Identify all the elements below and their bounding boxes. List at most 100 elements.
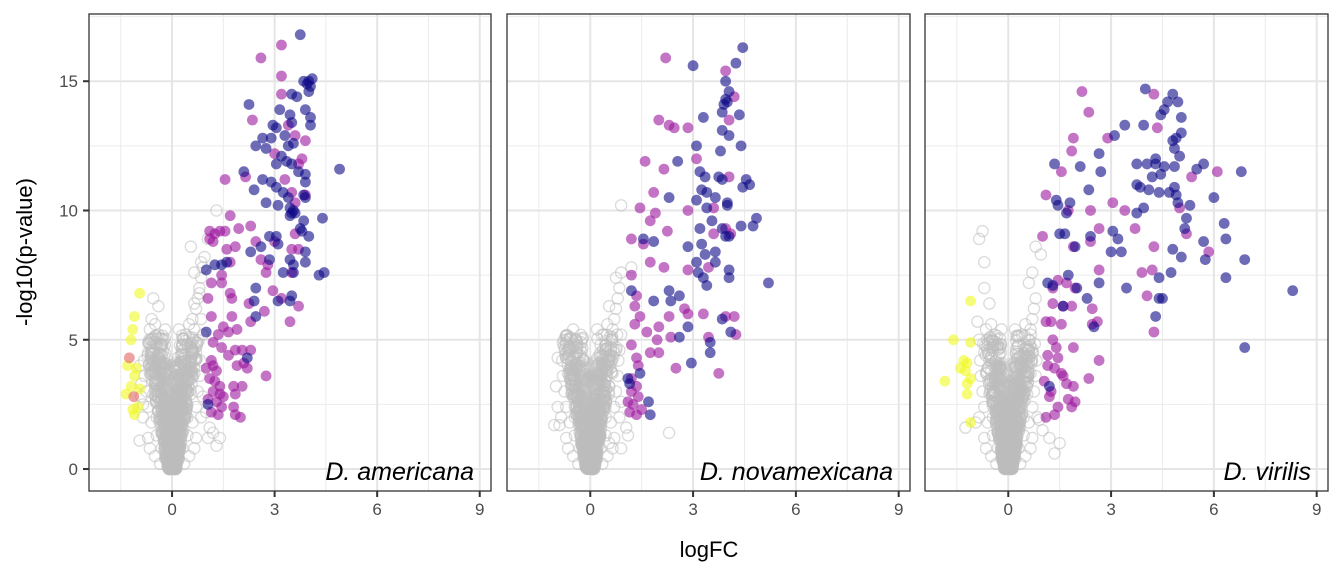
point-navy xyxy=(1198,236,1210,247)
point-magenta xyxy=(1141,290,1153,302)
point-not-significant xyxy=(160,414,171,425)
point-navy xyxy=(272,295,284,307)
point-not-significant xyxy=(999,406,1010,417)
point-not-significant xyxy=(586,462,597,473)
point-magenta xyxy=(644,256,656,268)
point-not-significant xyxy=(589,441,600,452)
point-not-significant xyxy=(582,460,593,471)
point-magenta xyxy=(1043,391,1055,403)
point-magenta xyxy=(205,355,217,366)
point-not-significant xyxy=(160,426,171,437)
point-not-significant xyxy=(1009,416,1020,427)
point-not-significant xyxy=(1005,440,1016,451)
point-not-significant xyxy=(590,382,604,395)
point-not-significant xyxy=(1000,447,1011,458)
point-not-significant xyxy=(1013,369,1024,380)
point-not-significant xyxy=(590,388,601,399)
point-not-significant xyxy=(584,454,595,465)
point-not-significant xyxy=(1010,366,1023,380)
point-not-significant xyxy=(582,448,593,459)
point-not-significant xyxy=(1009,399,1020,410)
point-not-significant xyxy=(163,424,174,435)
point-not-significant xyxy=(599,363,610,374)
point-not-significant xyxy=(1005,410,1016,421)
point-not-significant xyxy=(621,429,635,442)
point-not-significant xyxy=(993,348,1006,361)
point-not-significant xyxy=(164,454,175,465)
point-not-significant xyxy=(1005,417,1016,428)
point-not-significant xyxy=(171,417,182,428)
point-magenta xyxy=(223,349,234,361)
point-magenta xyxy=(622,396,634,408)
point-not-significant xyxy=(997,395,1008,406)
point-not-significant xyxy=(144,347,157,360)
point-not-significant xyxy=(1002,402,1013,413)
point-not-significant xyxy=(570,366,581,377)
point-not-significant xyxy=(586,456,597,467)
point-not-significant xyxy=(976,224,989,238)
point-not-significant xyxy=(582,456,593,467)
point-not-significant xyxy=(174,398,187,412)
point-not-significant xyxy=(1003,395,1014,406)
point-not-significant xyxy=(1010,412,1021,423)
x-tick-label: 9 xyxy=(894,500,903,519)
point-not-significant xyxy=(170,456,181,467)
point-magenta xyxy=(723,114,735,126)
point-not-significant xyxy=(1004,426,1015,437)
point-not-significant xyxy=(175,401,186,412)
point-not-significant xyxy=(582,431,593,442)
point-navy xyxy=(687,60,699,72)
point-not-significant xyxy=(1007,454,1018,465)
point-not-significant xyxy=(588,459,599,470)
point-not-significant xyxy=(584,440,595,451)
point-navy xyxy=(221,256,233,268)
point-not-significant xyxy=(614,442,628,455)
point-not-significant xyxy=(607,342,620,356)
point-not-significant xyxy=(164,395,175,406)
point-magenta xyxy=(697,308,709,320)
point-not-significant xyxy=(1004,420,1015,431)
point-not-significant xyxy=(1014,350,1027,364)
point-magenta xyxy=(296,153,308,165)
point-not-significant xyxy=(576,403,587,414)
point-not-significant xyxy=(1006,452,1017,463)
point-not-significant xyxy=(574,396,585,407)
point-navy xyxy=(1169,161,1180,172)
point-not-significant xyxy=(173,403,184,414)
point-magenta xyxy=(629,318,641,330)
point-not-significant xyxy=(566,387,579,400)
point-not-significant xyxy=(1001,454,1012,465)
point-not-significant xyxy=(579,404,592,418)
point-navy xyxy=(701,280,713,291)
point-not-significant xyxy=(1007,415,1018,426)
point-not-significant xyxy=(165,420,176,431)
point-navy xyxy=(699,249,711,260)
point-not-significant xyxy=(589,439,600,450)
point-not-significant xyxy=(168,408,179,419)
point-not-significant xyxy=(1002,463,1013,474)
point-not-significant xyxy=(588,457,601,471)
point-not-significant xyxy=(173,357,184,368)
point-navy xyxy=(282,192,294,203)
point-not-significant xyxy=(172,398,183,409)
point-yellow xyxy=(939,375,951,387)
point-not-significant xyxy=(579,401,593,414)
point-not-significant xyxy=(574,371,585,382)
point-not-significant xyxy=(580,390,591,401)
point-not-significant xyxy=(583,462,594,473)
point-not-significant xyxy=(586,457,597,468)
point-not-significant xyxy=(587,390,598,401)
point-magenta xyxy=(661,225,673,237)
point-not-significant xyxy=(152,367,163,378)
point-not-significant xyxy=(170,455,183,469)
point-not-significant xyxy=(588,448,599,459)
point-not-significant xyxy=(1007,378,1018,389)
point-not-significant xyxy=(166,449,177,460)
point-not-significant xyxy=(169,450,180,461)
point-not-significant xyxy=(163,387,174,398)
point-not-significant xyxy=(1016,382,1027,393)
point-not-significant xyxy=(184,240,198,253)
point-not-significant xyxy=(591,412,602,423)
point-yellow xyxy=(948,334,959,346)
